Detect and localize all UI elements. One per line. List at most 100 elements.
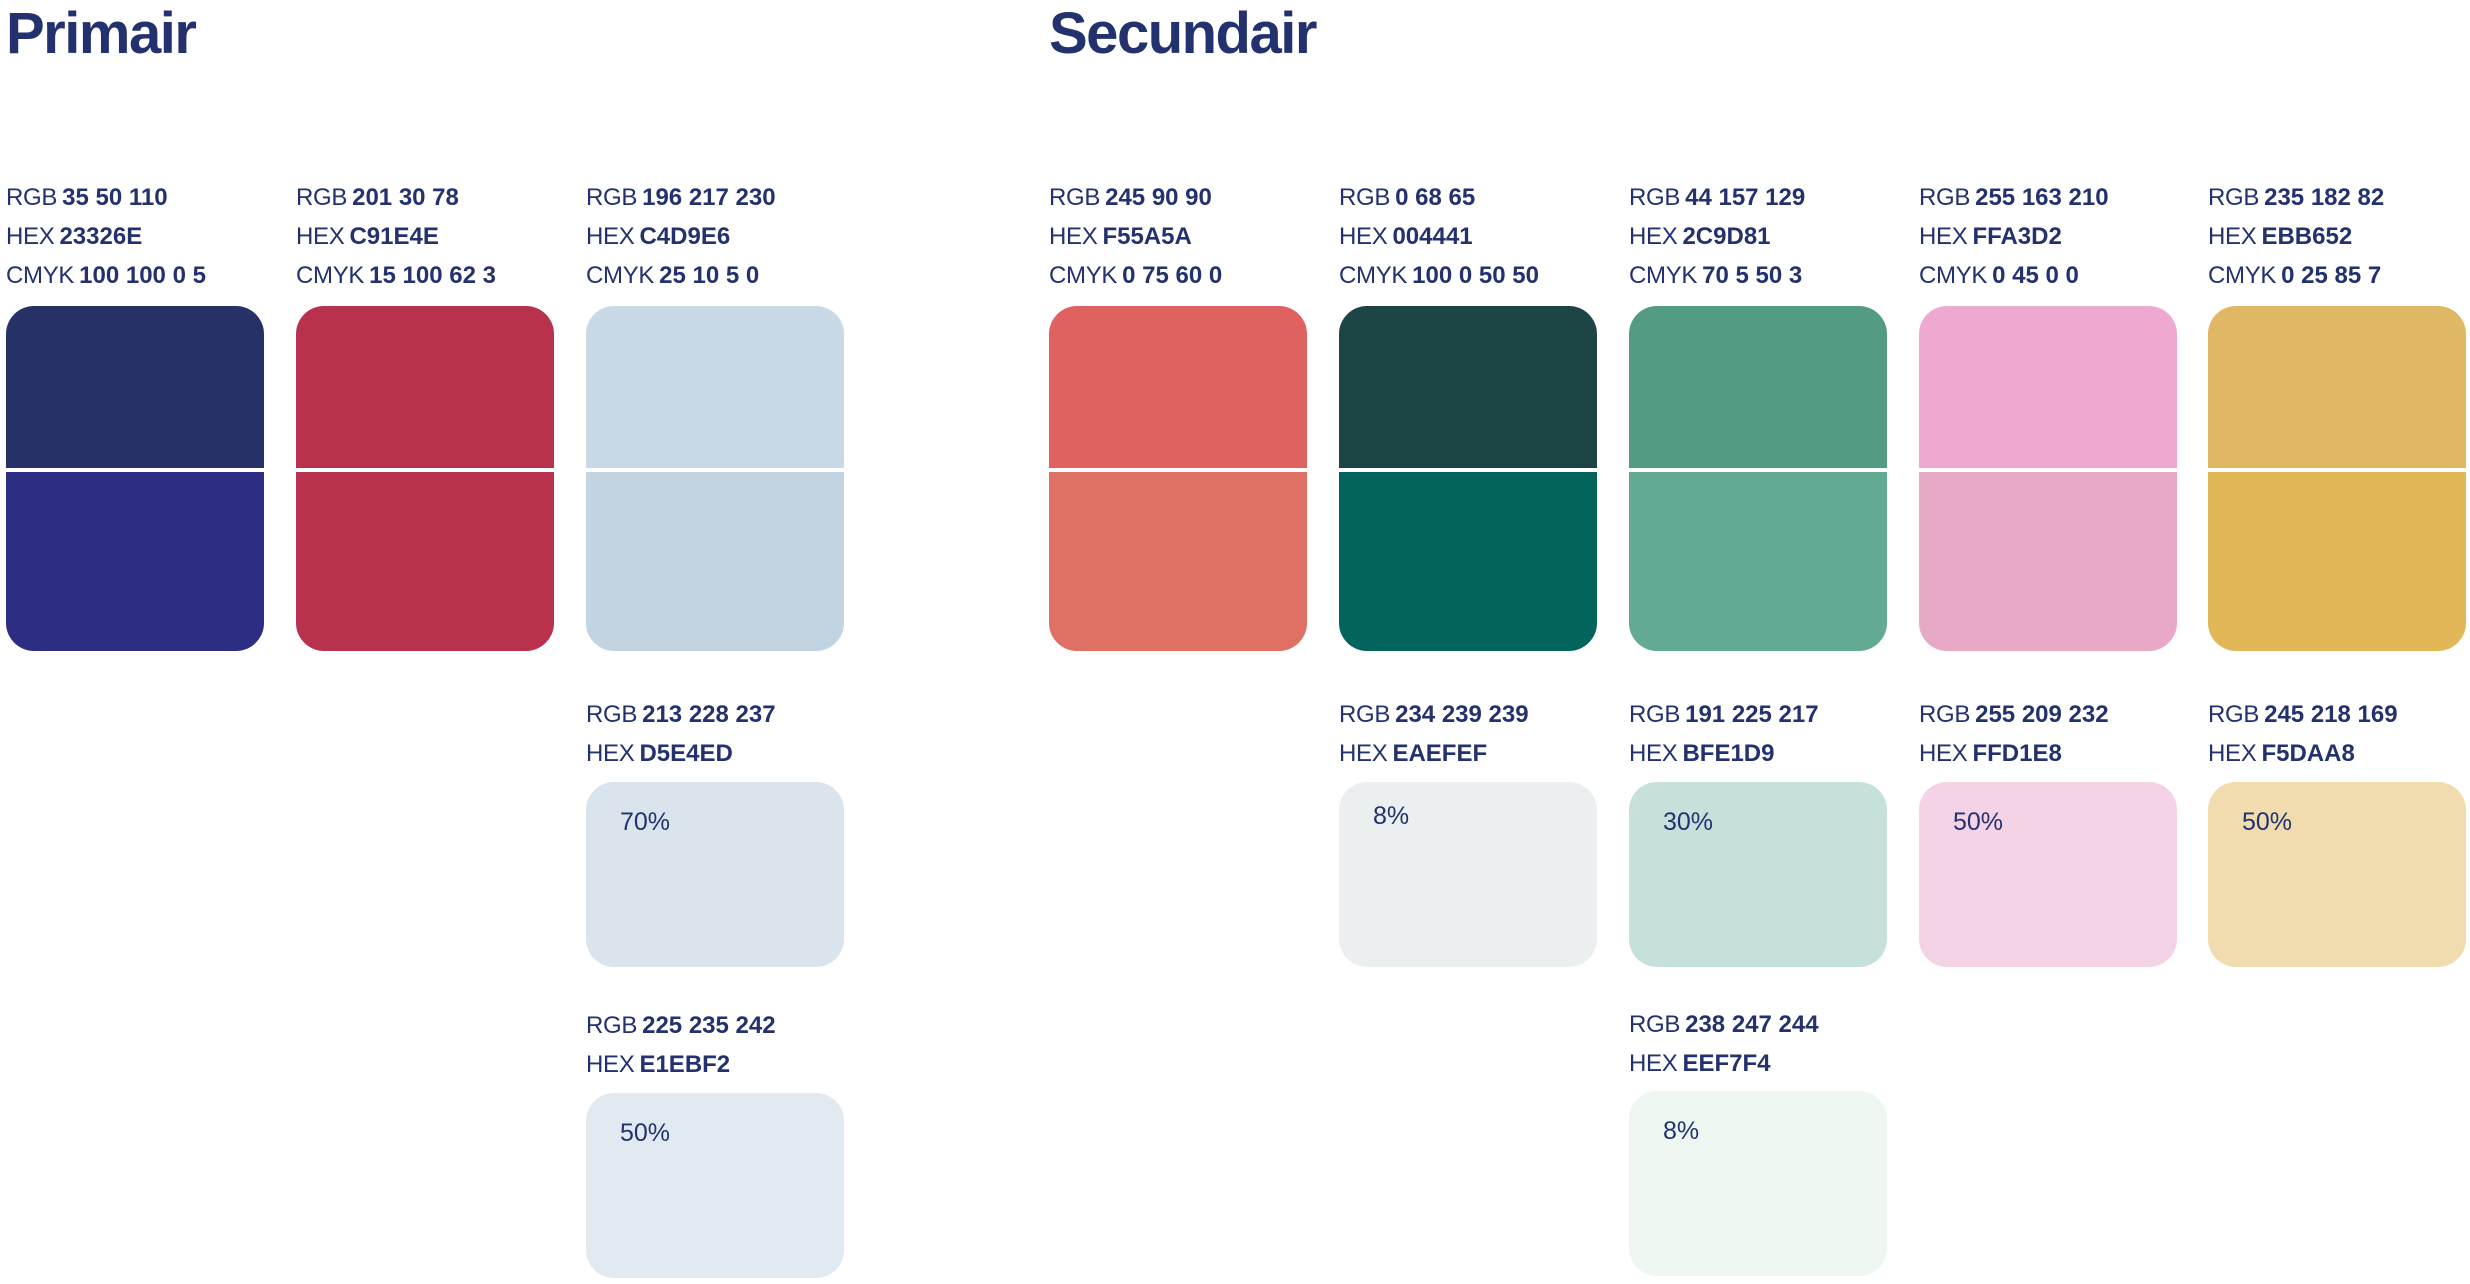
swatch-dark-teal: [1339, 306, 1597, 651]
rgb-label: RGB: [1629, 701, 1681, 728]
cmyk-label: CMYK: [6, 262, 75, 289]
rgb-label: RGB: [6, 184, 58, 211]
swatch-print-half: [1919, 472, 2177, 651]
hex-value: 2C9D81: [1682, 223, 1771, 250]
hex-value: EAEFEF: [1392, 740, 1488, 767]
tint-swatch-light-blue-50: 50%: [586, 1093, 844, 1278]
swatch-screen-half: [1339, 306, 1597, 468]
tint-swatch-light-blue-70: 70%: [586, 782, 844, 967]
rgb-value: 245 218 169: [2264, 701, 2398, 728]
rgb-value: 238 247 244: [1685, 1011, 1819, 1038]
hex-value: F55A5A: [1102, 223, 1192, 250]
hex-label: HEX: [1049, 223, 1098, 250]
rgb-label: RGB: [2208, 184, 2260, 211]
swatch-pink: [1919, 306, 2177, 651]
cmyk-value: 0 75 60 0: [1122, 262, 1223, 289]
swatch-light-blue: [586, 306, 844, 651]
color-spec-red: RGB 201 30 78 HEX C91E4E CMYK 15 100 62 3: [296, 178, 556, 295]
swatch-divider: [2208, 468, 2466, 472]
tint-spec-dark-teal-8: RGB 234 239 239 HEX EAEFEF: [1339, 695, 1599, 773]
tint-spec-yellow-50: RGB 245 218 169 HEX F5DAA8: [2208, 695, 2468, 773]
rgb-value: 255 163 210: [1975, 184, 2109, 211]
swatch-print-half: [1629, 472, 1887, 651]
hex-value: D5E4ED: [639, 740, 733, 767]
rgb-value: 35 50 110: [62, 184, 168, 211]
swatch-screen-half: [2208, 306, 2466, 468]
swatch-print-half: [2208, 472, 2466, 651]
hex-label: HEX: [1919, 740, 1968, 767]
swatch-divider: [296, 468, 554, 472]
swatch-print-half: [1339, 472, 1597, 651]
swatch-screen-half: [6, 306, 264, 468]
swatch-screen-half: [586, 306, 844, 468]
color-spec-navy: RGB 35 50 110 HEX 23326E CMYK 100 100 0 5: [6, 178, 266, 295]
swatch-screen-half: [296, 306, 554, 468]
hex-value: F5DAA8: [2261, 740, 2355, 767]
swatch-print-half: [586, 472, 844, 651]
rgb-label: RGB: [1919, 701, 1971, 728]
swatch-screen-half: [1919, 306, 2177, 468]
color-spec-dark-teal: RGB 0 68 65 HEX 004441 CMYK 100 0 50 50: [1339, 178, 1599, 295]
cmyk-value: 100 0 50 50: [1412, 262, 1539, 289]
color-spec-pink: RGB 255 163 210 HEX FFA3D2 CMYK 0 45 0 0: [1919, 178, 2179, 295]
rgb-label: RGB: [1629, 184, 1681, 211]
rgb-value: 44 157 129: [1685, 184, 1806, 211]
rgb-value: 235 182 82: [2264, 184, 2385, 211]
tint-spec-pink-50: RGB 255 209 232 HEX FFD1E8: [1919, 695, 2179, 773]
tint-spec-light-blue-70: RGB 213 228 237 HEX D5E4ED: [586, 695, 846, 773]
rgb-label: RGB: [1049, 184, 1101, 211]
primary-title: Primair: [6, 1, 197, 66]
hex-label: HEX: [1629, 223, 1678, 250]
tint-percentage: 50%: [1953, 808, 2004, 836]
hex-value: C4D9E6: [639, 223, 731, 250]
color-spec-coral: RGB 245 90 90 HEX F55A5A CMYK 0 75 60 0: [1049, 178, 1309, 295]
hex-label: HEX: [586, 223, 635, 250]
swatch-divider: [586, 468, 844, 472]
swatch-print-half: [6, 472, 264, 651]
cmyk-value: 15 100 62 3: [369, 262, 496, 289]
rgb-label: RGB: [1339, 701, 1391, 728]
swatch-divider: [6, 468, 264, 472]
cmyk-value: 100 100 0 5: [79, 262, 206, 289]
swatch-print-half: [1049, 472, 1307, 651]
tint-swatch-green-8: 8%: [1629, 1091, 1887, 1276]
cmyk-value: 70 5 50 3: [1702, 262, 1803, 289]
tint-percentage: 50%: [620, 1119, 671, 1147]
swatch-green: [1629, 306, 1887, 651]
swatch-divider: [1919, 468, 2177, 472]
hex-value: FFA3D2: [1972, 223, 2062, 250]
rgb-label: RGB: [586, 184, 638, 211]
tint-swatch-dark-teal-8: 8%: [1339, 782, 1597, 967]
swatch-divider: [1049, 468, 1307, 472]
cmyk-value: 0 25 85 7: [2281, 262, 2382, 289]
rgb-value: 213 228 237: [642, 701, 776, 728]
rgb-value: 191 225 217: [1685, 701, 1819, 728]
hex-label: HEX: [1339, 740, 1388, 767]
hex-label: HEX: [2208, 223, 2257, 250]
swatch-yellow: [2208, 306, 2466, 651]
tint-swatch-yellow-50: 50%: [2208, 782, 2466, 967]
swatch-red: [296, 306, 554, 651]
hex-value: 23326E: [59, 223, 143, 250]
hex-label: HEX: [1919, 223, 1968, 250]
rgb-value: 225 235 242: [642, 1012, 776, 1039]
swatch-divider: [1339, 468, 1597, 472]
cmyk-value: 0 45 0 0: [1992, 262, 2079, 289]
cmyk-label: CMYK: [1339, 262, 1408, 289]
hex-label: HEX: [296, 223, 345, 250]
swatch-screen-half: [1629, 306, 1887, 468]
rgb-value: 0 68 65: [1395, 184, 1476, 211]
rgb-value: 245 90 90: [1105, 184, 1212, 211]
rgb-label: RGB: [586, 701, 638, 728]
hex-label: HEX: [2208, 740, 2257, 767]
hex-label: HEX: [586, 740, 635, 767]
rgb-value: 196 217 230: [642, 184, 776, 211]
swatch-screen-half: [1049, 306, 1307, 468]
rgb-label: RGB: [1919, 184, 1971, 211]
rgb-value: 234 239 239: [1395, 701, 1529, 728]
hex-value: 004441: [1392, 223, 1473, 250]
swatch-coral: [1049, 306, 1307, 651]
rgb-label: RGB: [1339, 184, 1391, 211]
hex-label: HEX: [1629, 740, 1678, 767]
hex-value: EBB652: [2261, 223, 2353, 250]
